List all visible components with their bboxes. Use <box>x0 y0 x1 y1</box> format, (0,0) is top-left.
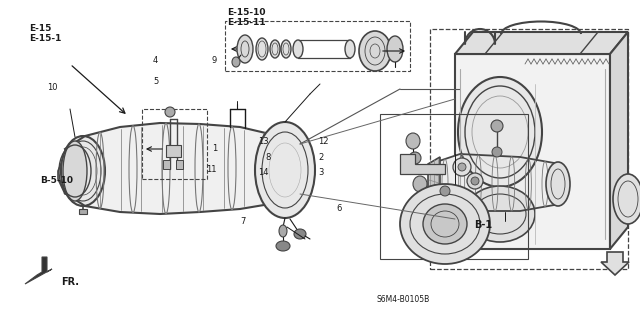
Ellipse shape <box>440 186 450 196</box>
Ellipse shape <box>400 184 490 264</box>
Ellipse shape <box>492 147 502 157</box>
Bar <box>163 160 170 169</box>
Text: FR.: FR. <box>61 277 79 287</box>
Text: 3: 3 <box>318 168 323 177</box>
Ellipse shape <box>359 31 391 71</box>
Ellipse shape <box>387 36 403 62</box>
Ellipse shape <box>281 40 291 58</box>
Ellipse shape <box>453 158 471 176</box>
Bar <box>142 109 207 179</box>
Text: 8: 8 <box>266 153 271 162</box>
Text: B-1: B-1 <box>474 220 492 230</box>
Ellipse shape <box>270 40 280 58</box>
Bar <box>225 21 410 71</box>
Polygon shape <box>455 32 628 54</box>
Ellipse shape <box>413 176 427 192</box>
Ellipse shape <box>467 173 483 189</box>
Bar <box>380 114 528 259</box>
Ellipse shape <box>465 186 535 242</box>
Ellipse shape <box>458 77 542 187</box>
Ellipse shape <box>255 122 315 218</box>
Bar <box>166 145 181 157</box>
Text: 11: 11 <box>206 165 216 174</box>
Ellipse shape <box>423 204 467 244</box>
Text: 4: 4 <box>153 56 158 65</box>
Polygon shape <box>610 32 628 249</box>
Bar <box>455 54 610 249</box>
Ellipse shape <box>613 174 640 224</box>
Text: 12: 12 <box>318 137 328 146</box>
Text: 5: 5 <box>153 77 158 86</box>
Ellipse shape <box>294 229 306 239</box>
Text: 9: 9 <box>212 56 217 65</box>
Ellipse shape <box>256 38 268 60</box>
Text: 13: 13 <box>258 137 269 146</box>
Ellipse shape <box>458 163 466 171</box>
Polygon shape <box>428 157 440 211</box>
Text: E-15
E-15-1: E-15 E-15-1 <box>29 24 61 43</box>
Polygon shape <box>25 257 52 284</box>
Ellipse shape <box>279 225 287 237</box>
Ellipse shape <box>165 107 175 117</box>
Ellipse shape <box>406 133 420 149</box>
Ellipse shape <box>237 35 253 63</box>
Polygon shape <box>430 154 560 211</box>
Ellipse shape <box>409 152 421 164</box>
Polygon shape <box>400 154 445 174</box>
Text: S6M4-B0105B: S6M4-B0105B <box>376 295 430 304</box>
Ellipse shape <box>276 241 290 251</box>
Text: B-5-10: B-5-10 <box>40 176 74 185</box>
Bar <box>79 209 87 214</box>
Ellipse shape <box>491 120 503 132</box>
Text: 1: 1 <box>212 144 217 153</box>
Ellipse shape <box>63 141 87 201</box>
Text: 6: 6 <box>337 204 342 213</box>
Bar <box>430 29 628 269</box>
Bar <box>176 160 183 169</box>
Text: E-15-10
E-15-11: E-15-10 E-15-11 <box>227 8 266 27</box>
Ellipse shape <box>345 40 355 58</box>
Ellipse shape <box>546 162 570 206</box>
Ellipse shape <box>471 177 479 185</box>
Ellipse shape <box>232 57 240 67</box>
Ellipse shape <box>61 136 105 206</box>
Text: 7: 7 <box>240 217 245 226</box>
Text: 2: 2 <box>318 153 323 162</box>
Ellipse shape <box>293 40 303 58</box>
Polygon shape <box>58 149 100 199</box>
Text: 14: 14 <box>258 168 268 177</box>
Polygon shape <box>601 252 629 275</box>
Polygon shape <box>65 123 285 214</box>
Text: 10: 10 <box>47 83 58 92</box>
